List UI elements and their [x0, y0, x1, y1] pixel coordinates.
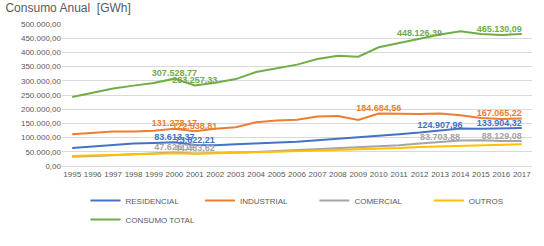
svg-text:2005: 2005: [268, 170, 286, 179]
svg-text:124.907,96: 124.907,96: [418, 120, 463, 130]
svg-text:283.257,33: 283.257,33: [172, 75, 217, 85]
svg-text:2010: 2010: [370, 170, 388, 179]
svg-text:2011: 2011: [391, 170, 409, 179]
svg-text:307.528,77: 307.528,77: [152, 68, 197, 78]
svg-text:RESIDENCIAL: RESIDENCIAL: [126, 197, 180, 206]
svg-text:2001: 2001: [186, 170, 204, 179]
svg-text:500.000,00: 500.000,00: [21, 20, 62, 29]
svg-text:88.129,08: 88.129,08: [482, 131, 522, 141]
svg-text:83.703,88: 83.703,88: [420, 132, 460, 142]
svg-text:2006: 2006: [288, 170, 306, 179]
svg-text:50.000,00: 50.000,00: [25, 148, 61, 157]
svg-text:2009: 2009: [349, 170, 367, 179]
svg-text:2008: 2008: [329, 170, 347, 179]
svg-text:100.000,00: 100.000,00: [21, 133, 62, 142]
svg-text:350.000,00: 350.000,00: [21, 62, 62, 71]
svg-text:2016: 2016: [492, 170, 510, 179]
svg-text:2003: 2003: [227, 170, 245, 179]
svg-text:47.626,19: 47.626,19: [154, 142, 194, 152]
svg-text:1998: 1998: [125, 170, 143, 179]
svg-text:Consumo Anual [GWh]: Consumo Anual [GWh]: [5, 1, 130, 15]
svg-text:1995: 1995: [63, 170, 81, 179]
svg-text:OUTROS: OUTROS: [469, 197, 503, 206]
svg-text:2007: 2007: [309, 170, 327, 179]
svg-text:COMERCIAL: COMERCIAL: [354, 197, 402, 206]
svg-text:2015: 2015: [472, 170, 490, 179]
svg-text:73.622,21: 73.622,21: [175, 135, 215, 145]
svg-text:2004: 2004: [247, 170, 265, 179]
svg-text:465.130,09: 465.130,09: [477, 24, 522, 34]
svg-text:400.000,00: 400.000,00: [21, 48, 62, 57]
svg-text:1997: 1997: [104, 170, 122, 179]
svg-text:0,00: 0,00: [45, 162, 61, 171]
svg-text:2000: 2000: [165, 170, 183, 179]
svg-text:2002: 2002: [206, 170, 224, 179]
svg-text:167.065,22: 167.065,22: [477, 108, 522, 118]
svg-text:2014: 2014: [452, 170, 470, 179]
svg-text:CONSUMO TOTAL: CONSUMO TOTAL: [126, 216, 195, 225]
svg-text:2012: 2012: [411, 170, 429, 179]
svg-text:300.000,00: 300.000,00: [21, 77, 62, 86]
svg-text:200.000,00: 200.000,00: [21, 105, 62, 114]
svg-text:250.000,00: 250.000,00: [21, 91, 62, 100]
svg-text:83.613,37: 83.613,37: [154, 132, 194, 142]
svg-text:2013: 2013: [431, 170, 449, 179]
svg-text:1999: 1999: [145, 170, 163, 179]
svg-text:1996: 1996: [84, 170, 102, 179]
svg-text:2017: 2017: [513, 170, 531, 179]
svg-text:184.684,56: 184.684,56: [356, 103, 401, 113]
svg-text:150.000,00: 150.000,00: [21, 119, 62, 128]
svg-text:122.538,81: 122.538,81: [172, 121, 217, 131]
svg-text:133.904,32: 133.904,32: [477, 118, 522, 128]
svg-text:131.278,17: 131.278,17: [152, 118, 197, 128]
svg-text:44.433,62: 44.433,62: [175, 143, 215, 153]
svg-text:448.126,39: 448.126,39: [397, 28, 442, 38]
svg-text:INDUSTRIAL: INDUSTRIAL: [240, 197, 288, 206]
svg-text:450.000,00: 450.000,00: [21, 34, 62, 43]
